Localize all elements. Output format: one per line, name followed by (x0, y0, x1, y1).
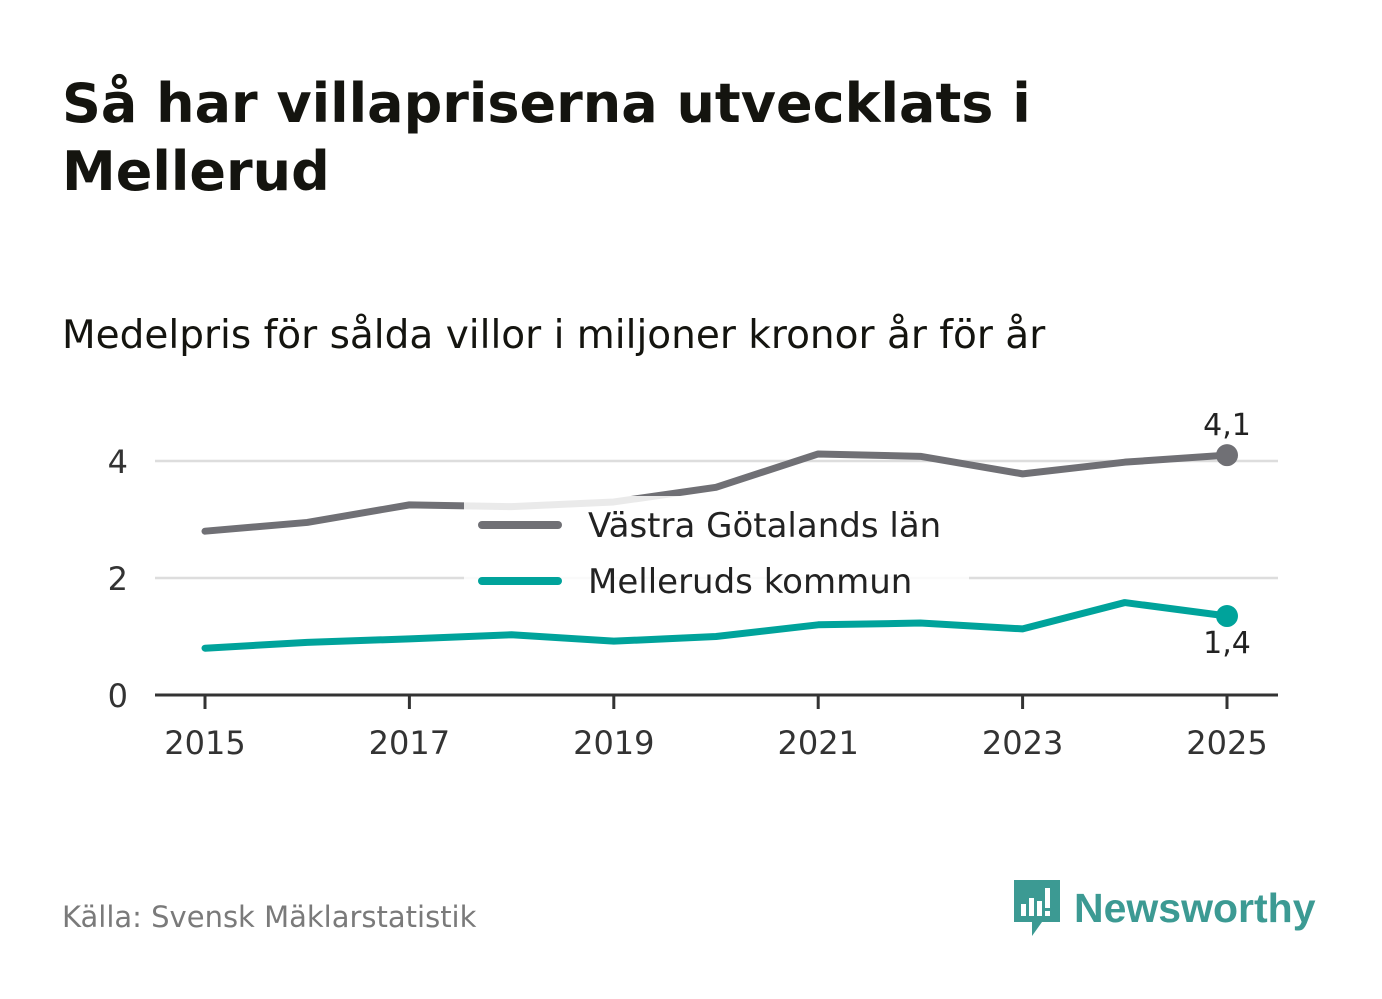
chart-title: Så har villapriserna utvecklats i Meller… (62, 72, 1031, 203)
series-line-0 (201, 450, 1231, 535)
x-tick-label: 2015 (164, 724, 245, 762)
series (201, 444, 1238, 652)
legend: Västra Götalands län Melleruds kommun (464, 496, 969, 602)
x-tick-label: 2023 (982, 724, 1063, 762)
newsworthy-logo-icon (1014, 880, 1060, 936)
y-tick-label: 2 (108, 560, 128, 598)
x-tick-label: 2019 (573, 724, 654, 762)
y-tick-label: 0 (108, 677, 128, 715)
end-value-label: 1,4 (1203, 626, 1251, 661)
end-labels: 4,1 1,4 (1203, 408, 1251, 661)
legend-label: Melleruds kommun (588, 562, 912, 602)
brand-name: Newsworthy (1074, 884, 1316, 931)
brand-logo[interactable]: Newsworthy (1012, 878, 1316, 938)
x-tick-label: 2017 (369, 724, 450, 762)
series-end-point-0 (1216, 444, 1238, 467)
y-tick-label: 4 (108, 443, 128, 481)
legend-label: Västra Götalands län (588, 506, 941, 546)
end-value-label: 4,1 (1203, 408, 1251, 443)
source-note: Källa: Svensk Mäklarstatistik (62, 900, 477, 934)
x-tick-label: 2021 (777, 724, 858, 762)
x-tick-label: 2025 (1186, 724, 1267, 762)
series-end-point-1 (1216, 605, 1238, 628)
series-line-1 (201, 599, 1231, 652)
chart-subtitle: Medelpris för sålda villor i miljoner kr… (62, 313, 1046, 358)
axes: 0 2 4 2015 2017 2019 2021 2023 2025 (108, 443, 1278, 762)
line-chart: 0 2 4 2015 2017 2019 2021 2023 2025 Västra Götal… (108, 408, 1278, 762)
